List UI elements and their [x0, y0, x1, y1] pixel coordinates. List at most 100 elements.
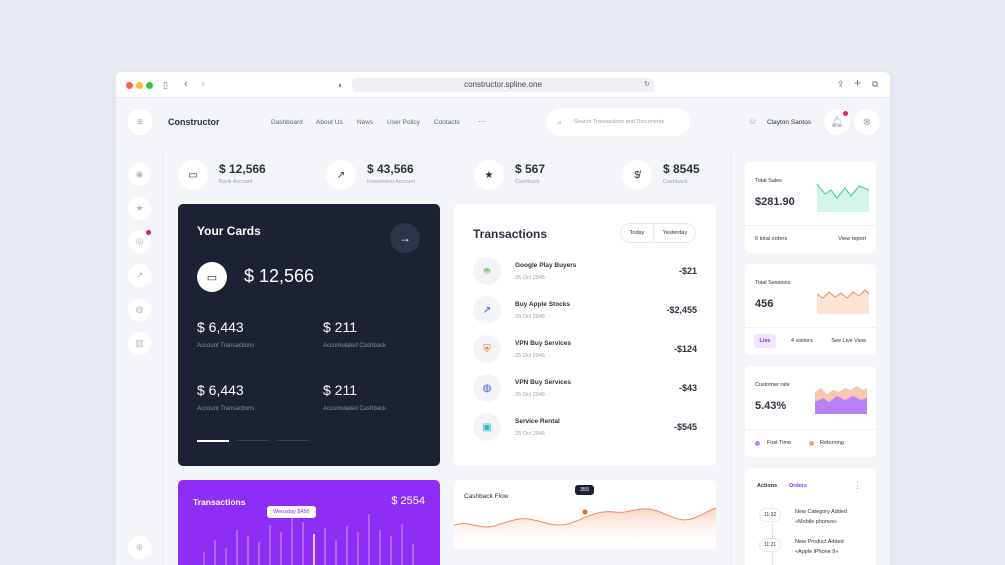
- transaction-date: 25 Oct 2045: [515, 275, 545, 281]
- url-text: constructor.spline.one: [464, 80, 542, 89]
- sidebar-toggle-icon[interactable]: ▯: [163, 80, 168, 90]
- tab-today[interactable]: Today: [621, 224, 654, 242]
- transaction-row[interactable]: ▣ Service Rental 25 Oct 2045 -$545: [473, 413, 697, 443]
- timeline-title: New Category Added: [795, 509, 847, 515]
- forward-icon[interactable]: ›: [201, 78, 205, 90]
- address-bar[interactable]: constructor.spline.one: [352, 78, 654, 92]
- card-stat-value: $ 211: [323, 319, 357, 335]
- view-report-link[interactable]: View report: [838, 236, 866, 242]
- returning-legend: Returning: [820, 440, 844, 446]
- globe-icon: ◍: [135, 304, 144, 314]
- transaction-row[interactable]: ↗ Buy Apple Stocks 25 Oct 2045 -$2,455: [473, 296, 697, 326]
- timeline-time: 11:32: [759, 508, 782, 522]
- reload-icon[interactable]: ↻: [644, 81, 650, 88]
- cashback-area: [454, 508, 716, 550]
- cards-balance: $ 12,566: [244, 266, 315, 286]
- divider: [745, 327, 876, 328]
- sidebar-item-messages[interactable]: ◎: [128, 230, 151, 253]
- transaction-row[interactable]: 🤖︎ Google Play Buyers 25 Oct 2045 -$21: [473, 257, 697, 287]
- cashback-line: [454, 507, 716, 528]
- maximize-window-button[interactable]: [146, 82, 153, 89]
- right-divider: [730, 148, 731, 565]
- total-sales-card: Total Sales $281.90 6 total orders View …: [745, 162, 876, 253]
- close-window-button[interactable]: [126, 82, 133, 89]
- nav-more[interactable]: ···: [478, 117, 486, 126]
- sidebar-item-explore[interactable]: ◉: [128, 163, 151, 186]
- shield-icon: ⛨: [473, 335, 501, 363]
- transaction-date: 25 Oct 2045: [515, 431, 545, 437]
- close-button[interactable]: ⊗: [854, 109, 880, 135]
- user-name[interactable]: Clayton Santos: [767, 119, 812, 126]
- transaction-row[interactable]: ⛨ VPN Buy Services 25 Oct 2045 -$124: [473, 335, 697, 365]
- trend-icon: ↗: [473, 296, 501, 324]
- star-icon: ★: [135, 203, 144, 213]
- nav-about-us[interactable]: About Us: [316, 119, 343, 126]
- transaction-name: VPN Buy Services: [515, 340, 572, 347]
- sessions-line: [817, 289, 869, 299]
- menu-button[interactable]: ≡: [127, 109, 153, 135]
- share-icon[interactable]: ⇪: [837, 79, 845, 89]
- purple-bar-chart: [203, 514, 414, 565]
- returning-legend-dot: [809, 441, 814, 446]
- browser-toolbar: ▯ ‹ › ◐ constructor.spline.one ↻ ⇪ + ⧉: [116, 72, 890, 98]
- tab-yesterday[interactable]: Yesterday: [662, 230, 688, 236]
- carousel-indicator-active[interactable]: [197, 440, 229, 442]
- sidebar-item-analytics[interactable]: ↗: [128, 264, 151, 287]
- sessions-area: [817, 290, 869, 314]
- new-tab-icon[interactable]: +: [854, 76, 862, 90]
- next-card-button[interactable]: →: [390, 223, 420, 253]
- tab-actions[interactable]: Actions: [757, 483, 778, 489]
- cashback-point[interactable]: [582, 509, 588, 515]
- search-input[interactable]: ⌕ Search Transactions and Documents: [546, 108, 690, 136]
- sidebar-item-favorites[interactable]: ★: [128, 197, 151, 220]
- see-live-view-link[interactable]: See Live View: [831, 338, 866, 344]
- notification-badge: [843, 111, 848, 116]
- transaction-name: Buy Apple Stocks: [515, 301, 571, 308]
- transaction-amount: -$2,455: [666, 305, 697, 315]
- cashback-flow-title: Cashback Flow: [464, 493, 509, 500]
- back-icon[interactable]: ‹: [184, 78, 188, 90]
- plus-icon: ⊕: [135, 542, 144, 552]
- purple-transactions-card: Transactions $ 2554 Wensday $456: [178, 480, 440, 565]
- divider: [745, 429, 876, 430]
- carousel-indicator[interactable]: [277, 440, 309, 441]
- minimize-window-button[interactable]: [136, 82, 143, 89]
- bell-icon: 🔔︎: [830, 116, 844, 128]
- app-header: ≡ Constructor Dashboard About Us News Us…: [116, 98, 890, 148]
- carousel-indicator[interactable]: [237, 440, 269, 441]
- card-stat-value: $ 6,443: [197, 319, 244, 335]
- user-icon: ☺: [748, 116, 758, 126]
- transaction-row[interactable]: ◍ VPN Buy Services 25 Oct 2045 -$43: [473, 374, 697, 404]
- transactions-title: Transactions: [473, 227, 548, 241]
- nav-contacts[interactable]: Contacts: [434, 119, 460, 126]
- browser-window: ▯ ‹ › ◐ constructor.spline.one ↻ ⇪ + ⧉ ≡…: [116, 72, 890, 565]
- nav-dashboard[interactable]: Dashboard: [271, 119, 303, 126]
- transaction-date: 25 Oct 2045: [515, 353, 545, 359]
- stat-value: $ 12,566: [219, 162, 266, 176]
- card-icon: ▭: [178, 160, 208, 190]
- sidebar-item-reports[interactable]: ▥: [128, 332, 151, 355]
- timeline-line: [772, 504, 773, 565]
- arrow-right-icon: →: [399, 231, 411, 245]
- tabs-icon[interactable]: ⧉: [872, 79, 879, 89]
- card-stat-label: Account Transactions: [197, 406, 255, 412]
- more-options-icon[interactable]: ⋮: [853, 480, 862, 490]
- nav-news[interactable]: News: [357, 119, 374, 126]
- sidebar-add-button[interactable]: ⊕: [128, 536, 151, 559]
- transaction-amount: -$545: [673, 422, 697, 432]
- tab-orders[interactable]: Orders: [789, 483, 808, 489]
- notifications-button[interactable]: 🔔︎: [824, 109, 850, 135]
- cashback-tooltip: 355: [575, 485, 595, 495]
- nav-user-policy[interactable]: User Policy: [387, 119, 420, 126]
- sidebar-item-global[interactable]: ◍: [128, 298, 151, 321]
- sales-area: [817, 184, 869, 212]
- customer-rate-card: Customer rate 5.43% First Time Returning: [745, 366, 876, 457]
- card-icon: ▭: [197, 262, 227, 292]
- star-icon: ★: [474, 160, 504, 190]
- visitors-count: 4 visitors: [791, 338, 813, 344]
- stat-label: Cashback: [515, 179, 540, 185]
- sales-line: [817, 183, 869, 199]
- stat-label: Investment Account: [367, 179, 415, 185]
- live-badge[interactable]: Live: [754, 334, 776, 348]
- dollar-off-icon: $̸: [622, 160, 652, 190]
